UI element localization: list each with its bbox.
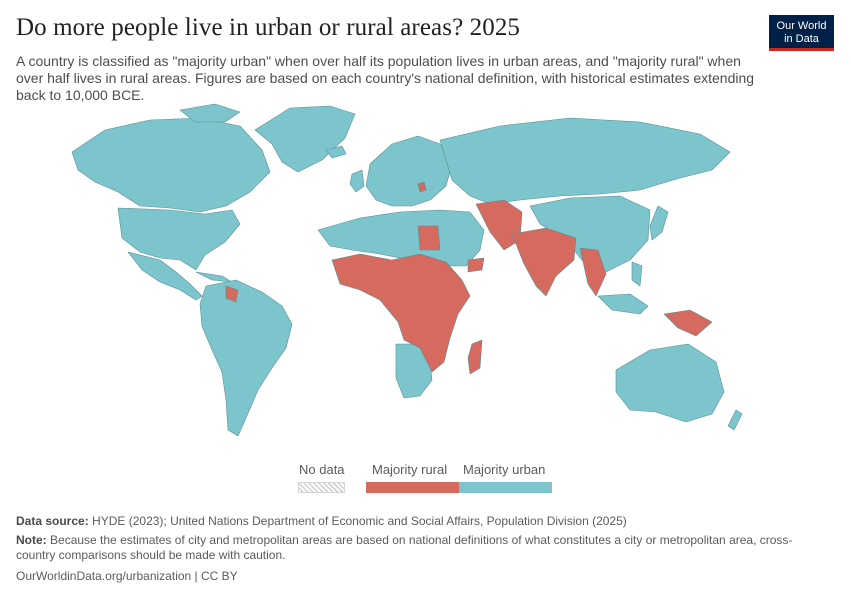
moldova[interactable] (417, 181, 427, 193)
legend-swatch-urban[interactable] (459, 482, 552, 493)
legend-label-rural: Majority rural (372, 462, 448, 477)
maritime-southeast-asia[interactable] (597, 293, 649, 315)
egypt[interactable] (417, 225, 441, 251)
arctic-islands[interactable] (179, 103, 241, 123)
madagascar[interactable] (467, 339, 483, 375)
iceland[interactable] (325, 145, 347, 159)
australia[interactable] (615, 343, 725, 423)
logo-line-1: Our World (776, 20, 827, 32)
world-map (71, 103, 743, 437)
note: Note: Because the estimates of city and … (16, 533, 816, 563)
data-source: Data source: HYDE (2023); United Nations… (16, 514, 816, 529)
yemen[interactable] (467, 257, 485, 273)
source-url-text[interactable]: OurWorldinData.org/urbanization | CC BY (16, 569, 238, 583)
new-zealand[interactable] (727, 409, 743, 431)
legend: No data Majority rural Majority urban (0, 458, 850, 498)
legend-label-no-data: No data (299, 462, 345, 477)
japan[interactable] (649, 205, 669, 241)
caribbean[interactable] (195, 271, 233, 283)
chart-subtitle: A country is classified as "majority urb… (16, 53, 755, 103)
europe[interactable] (365, 135, 453, 207)
greenland[interactable] (254, 105, 356, 173)
sub-saharan-africa[interactable] (331, 253, 471, 373)
canada-alaska[interactable] (71, 117, 271, 213)
guyana[interactable] (225, 285, 239, 303)
legend-swatch-no-data[interactable] (298, 482, 345, 493)
owid-logo[interactable]: Our World in Data (769, 15, 834, 51)
data-source-text: HYDE (2023); United Nations Department o… (92, 514, 627, 528)
south-america[interactable] (199, 279, 293, 437)
united-states[interactable] (117, 207, 241, 271)
philippines[interactable] (631, 261, 643, 287)
note-label: Note: (16, 533, 47, 547)
north-africa-middle-east[interactable] (317, 209, 485, 267)
data-source-label: Data source: (16, 514, 89, 528)
papua-new-guinea[interactable] (663, 309, 713, 337)
india[interactable] (511, 227, 577, 297)
logo-line-2: in Data (784, 33, 819, 45)
legend-swatch-rural[interactable] (366, 482, 459, 493)
mexico-central-america[interactable] (127, 251, 203, 301)
note-text: Because the estimates of city and metrop… (16, 533, 793, 562)
source-url[interactable]: OurWorldinData.org/urbanization | CC BY (16, 569, 816, 584)
chart-title: Do more people live in urban or rural ar… (16, 14, 521, 41)
southeast-asia-mainland[interactable] (579, 247, 607, 297)
legend-label-urban: Majority urban (463, 462, 546, 477)
russia[interactable] (439, 117, 731, 205)
united-kingdom[interactable] (349, 169, 365, 193)
